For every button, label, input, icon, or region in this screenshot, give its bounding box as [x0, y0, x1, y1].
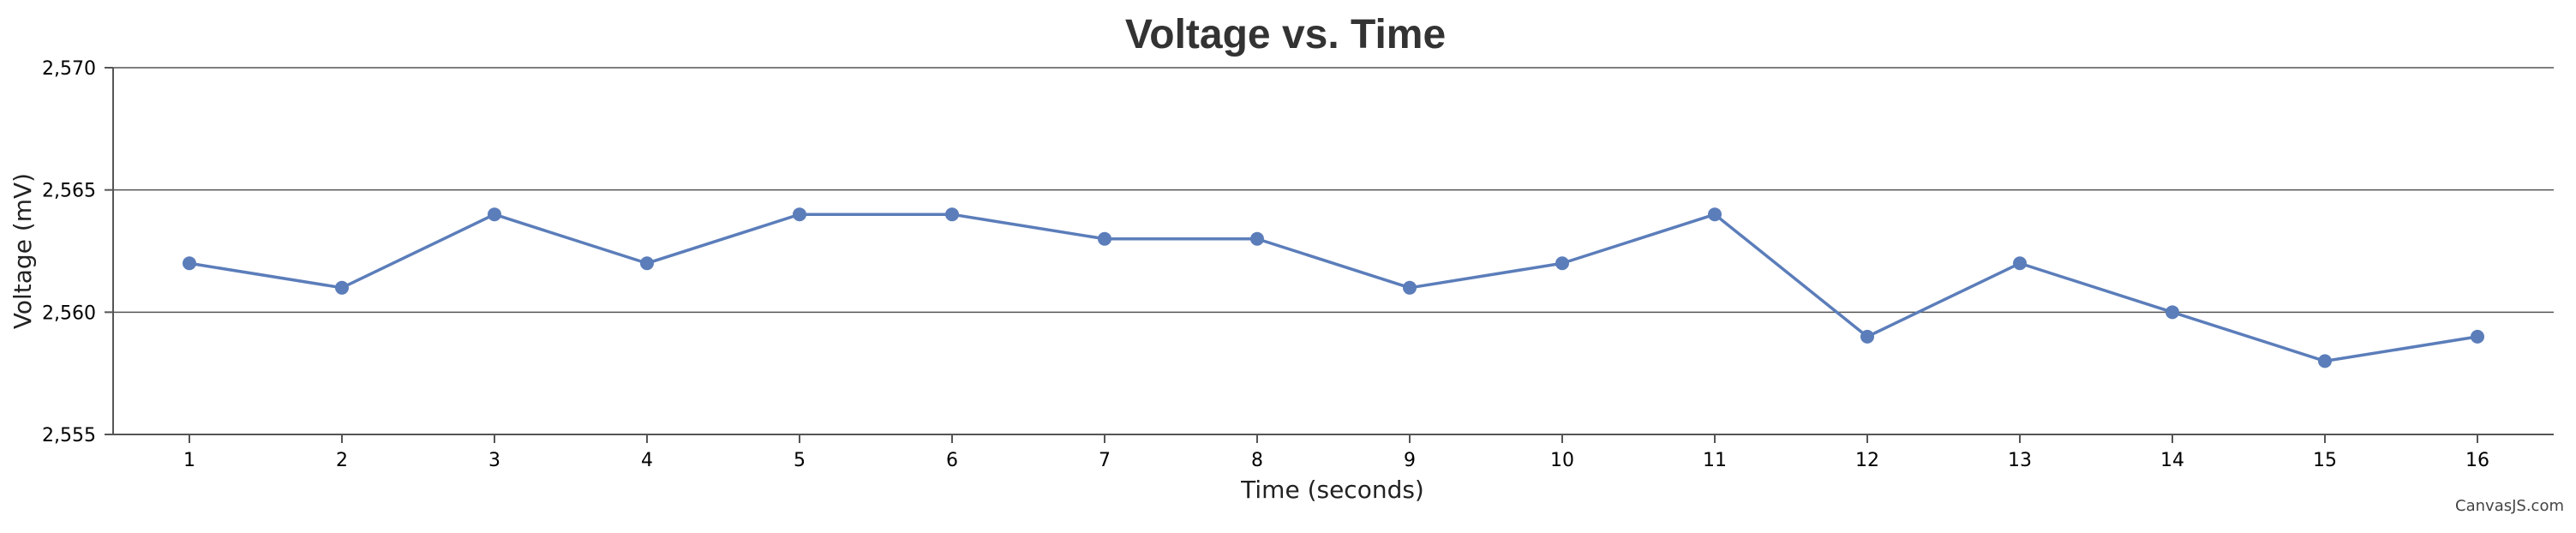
x-tick-label: 8 — [1251, 450, 1263, 471]
x-tick-label: 15 — [2313, 450, 2337, 471]
x-axis-label: Time (seconds) — [1240, 476, 1424, 504]
x-tick-label: 12 — [1855, 450, 1879, 471]
y-tick-label: 2,560 — [42, 302, 96, 324]
x-tick-label: 3 — [488, 450, 500, 471]
data-point[interactable] — [1860, 329, 1874, 344]
x-tick-label: 11 — [1703, 450, 1727, 471]
data-point[interactable] — [1555, 256, 1569, 271]
gridlines — [113, 67, 2554, 314]
series-line — [189, 213, 2478, 363]
data-point[interactable] — [2318, 354, 2332, 368]
credit-link[interactable]: CanvasJS.com — [2455, 497, 2564, 515]
data-point[interactable] — [2166, 305, 2179, 320]
data-point[interactable] — [2013, 256, 2027, 271]
data-point[interactable] — [1250, 231, 1264, 246]
y-tick-label: 2,565 — [42, 181, 96, 202]
x-tick-label: 13 — [2008, 450, 2032, 471]
x-tick-label: 10 — [1550, 450, 1574, 471]
data-point[interactable] — [1403, 280, 1417, 295]
data-point[interactable] — [1708, 207, 1722, 222]
x-tick-label: 16 — [2465, 450, 2489, 471]
chart-title: Voltage vs. Time — [1125, 12, 1446, 57]
data-point[interactable] — [2471, 329, 2484, 344]
data-point[interactable] — [1098, 231, 1111, 246]
x-tick-label: 5 — [794, 450, 806, 471]
y-axis-label: Voltage (mV) — [9, 173, 37, 329]
y-tick-label: 2,570 — [42, 58, 96, 80]
y-axis-ticks: 2,555 2,560 2,565 2,570 — [42, 58, 113, 446]
data-point[interactable] — [945, 207, 959, 222]
data-point[interactable] — [640, 256, 654, 271]
x-axis-ticks: 1 2 3 4 5 6 7 8 9 10 11 12 13 14 15 16 — [183, 434, 2489, 471]
x-tick-label: 9 — [1404, 450, 1416, 471]
data-point[interactable] — [793, 207, 806, 222]
data-point[interactable] — [335, 280, 349, 295]
x-tick-label: 7 — [1099, 450, 1111, 471]
x-tick-label: 4 — [641, 450, 653, 471]
x-tick-label: 1 — [183, 450, 195, 471]
data-point[interactable] — [488, 207, 501, 222]
x-tick-label: 2 — [336, 450, 348, 471]
series-layer — [183, 207, 2484, 368]
x-tick-label: 6 — [946, 450, 958, 471]
x-tick-label: 14 — [2160, 450, 2184, 471]
y-tick-label: 2,555 — [42, 425, 96, 446]
data-point[interactable] — [183, 256, 196, 271]
